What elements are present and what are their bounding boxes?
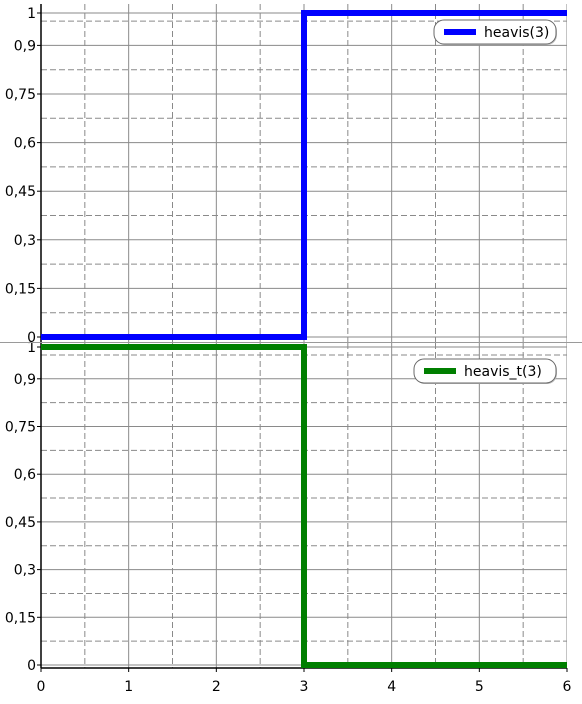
legend-label: heavis_t(3): [464, 364, 542, 380]
x-tick-label: 3: [300, 679, 309, 695]
y-tick-label: 0,6: [14, 136, 36, 152]
y-tick-label: 0,15: [5, 610, 36, 626]
y-tick-label: 1: [27, 6, 36, 22]
x-tick-label: 6: [563, 679, 572, 695]
legend-box: [433, 19, 557, 45]
y-tick-label: 0,3: [14, 563, 36, 579]
y-tick-label: 0,15: [5, 281, 36, 297]
y-tick-label: 0,9: [14, 38, 36, 54]
y-tick-label: 0,75: [5, 420, 36, 436]
y-tick-label: 0,75: [5, 87, 36, 103]
legend: heavis_t(3): [413, 358, 557, 384]
y-tick-label: 0,9: [14, 372, 36, 388]
y-tick-label: 0,45: [5, 515, 36, 531]
y-tick-label: 1: [27, 340, 36, 356]
legend-label: heavis(3): [484, 25, 549, 41]
x-tick-label: 0: [37, 679, 46, 695]
y-tick-label: 0,45: [5, 184, 36, 200]
y-tick-label: 0: [27, 658, 36, 674]
y-tick-label: 0,3: [14, 233, 36, 249]
series-line-2: [41, 344, 567, 668]
series-line-1: [41, 10, 567, 340]
chart-panel-2: 0 0,15 0,3 0,45 0,6 0,75 0,9 1 0 1 2 3 4 5 6 heavis_t(3…: [5, 340, 572, 695]
x-tick-label: 4: [387, 679, 396, 695]
x-tick-label: 5: [475, 679, 484, 695]
x-tick-label: 2: [212, 679, 221, 695]
legend: heavis(3): [433, 19, 557, 45]
legend-box: [413, 358, 557, 384]
y-tick-label: 0,6: [14, 467, 36, 483]
x-tick-label: 1: [124, 679, 133, 695]
chart-panel-1: 0 0,15 0,3 0,45 0,6 0,75 0,9 1 heavis(3): [5, 4, 567, 346]
y-tick-label: 0: [27, 330, 36, 346]
